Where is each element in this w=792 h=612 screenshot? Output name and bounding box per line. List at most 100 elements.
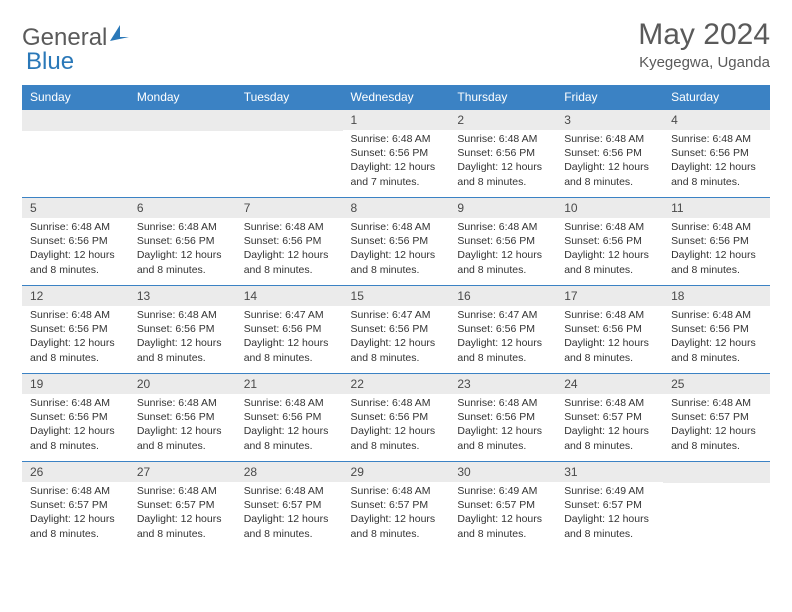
day-header-sunday: Sunday	[22, 85, 129, 110]
day-info: Sunrise: 6:49 AMSunset: 6:57 PMDaylight:…	[449, 482, 556, 545]
logo-sail-icon	[109, 23, 131, 48]
day-number: 3	[556, 110, 663, 130]
day-number: 12	[22, 286, 129, 306]
day-cell-4: 4Sunrise: 6:48 AMSunset: 6:56 PMDaylight…	[663, 110, 770, 198]
day-number: 14	[236, 286, 343, 306]
day-cell-8: 8Sunrise: 6:48 AMSunset: 6:56 PMDaylight…	[343, 198, 450, 286]
day-info: Sunrise: 6:48 AMSunset: 6:56 PMDaylight:…	[22, 394, 129, 457]
day-number: 4	[663, 110, 770, 130]
week-row: 26Sunrise: 6:48 AMSunset: 6:57 PMDayligh…	[22, 462, 770, 550]
day-number: 11	[663, 198, 770, 218]
day-number: 30	[449, 462, 556, 482]
day-cell-25: 25Sunrise: 6:48 AMSunset: 6:57 PMDayligh…	[663, 374, 770, 462]
day-info: Sunrise: 6:48 AMSunset: 6:56 PMDaylight:…	[22, 218, 129, 281]
day-number: 18	[663, 286, 770, 306]
calendar-table: SundayMondayTuesdayWednesdayThursdayFrid…	[22, 85, 770, 550]
day-cell-13: 13Sunrise: 6:48 AMSunset: 6:56 PMDayligh…	[129, 286, 236, 374]
day-info: Sunrise: 6:48 AMSunset: 6:56 PMDaylight:…	[663, 306, 770, 369]
day-cell-6: 6Sunrise: 6:48 AMSunset: 6:56 PMDaylight…	[129, 198, 236, 286]
day-info: Sunrise: 6:48 AMSunset: 6:57 PMDaylight:…	[556, 394, 663, 457]
month-title: May 2024	[638, 18, 770, 52]
day-info: Sunrise: 6:49 AMSunset: 6:57 PMDaylight:…	[556, 482, 663, 545]
day-number: 5	[22, 198, 129, 218]
location-text: Kyegegwa, Uganda	[638, 54, 770, 71]
day-number: 20	[129, 374, 236, 394]
day-info: Sunrise: 6:47 AMSunset: 6:56 PMDaylight:…	[236, 306, 343, 369]
day-cell-12: 12Sunrise: 6:48 AMSunset: 6:56 PMDayligh…	[22, 286, 129, 374]
day-number: 13	[129, 286, 236, 306]
day-number: 7	[236, 198, 343, 218]
day-cell-18: 18Sunrise: 6:48 AMSunset: 6:56 PMDayligh…	[663, 286, 770, 374]
day-number: 31	[556, 462, 663, 482]
day-number-empty	[129, 110, 236, 131]
day-number: 17	[556, 286, 663, 306]
day-cell-empty	[236, 110, 343, 198]
day-number: 6	[129, 198, 236, 218]
day-info: Sunrise: 6:48 AMSunset: 6:56 PMDaylight:…	[236, 218, 343, 281]
day-cell-22: 22Sunrise: 6:48 AMSunset: 6:56 PMDayligh…	[343, 374, 450, 462]
day-cell-23: 23Sunrise: 6:48 AMSunset: 6:56 PMDayligh…	[449, 374, 556, 462]
day-info: Sunrise: 6:48 AMSunset: 6:56 PMDaylight:…	[129, 306, 236, 369]
day-cell-5: 5Sunrise: 6:48 AMSunset: 6:56 PMDaylight…	[22, 198, 129, 286]
day-number: 2	[449, 110, 556, 130]
day-number: 16	[449, 286, 556, 306]
day-info: Sunrise: 6:48 AMSunset: 6:56 PMDaylight:…	[22, 306, 129, 369]
day-cell-17: 17Sunrise: 6:48 AMSunset: 6:56 PMDayligh…	[556, 286, 663, 374]
day-number: 21	[236, 374, 343, 394]
day-number: 24	[556, 374, 663, 394]
week-row: 12Sunrise: 6:48 AMSunset: 6:56 PMDayligh…	[22, 286, 770, 374]
day-cell-11: 11Sunrise: 6:48 AMSunset: 6:56 PMDayligh…	[663, 198, 770, 286]
title-block: May 2024 Kyegegwa, Uganda	[638, 18, 770, 71]
day-number: 15	[343, 286, 450, 306]
day-number: 9	[449, 198, 556, 218]
day-info: Sunrise: 6:48 AMSunset: 6:57 PMDaylight:…	[22, 482, 129, 545]
day-cell-2: 2Sunrise: 6:48 AMSunset: 6:56 PMDaylight…	[449, 110, 556, 198]
day-info: Sunrise: 6:48 AMSunset: 6:56 PMDaylight:…	[663, 218, 770, 281]
day-info: Sunrise: 6:48 AMSunset: 6:57 PMDaylight:…	[129, 482, 236, 545]
day-info: Sunrise: 6:48 AMSunset: 6:56 PMDaylight:…	[236, 394, 343, 457]
logo-text-blue: Blue	[26, 48, 74, 76]
day-cell-31: 31Sunrise: 6:49 AMSunset: 6:57 PMDayligh…	[556, 462, 663, 550]
day-header-monday: Monday	[129, 85, 236, 110]
day-info: Sunrise: 6:47 AMSunset: 6:56 PMDaylight:…	[449, 306, 556, 369]
day-info: Sunrise: 6:48 AMSunset: 6:56 PMDaylight:…	[343, 130, 450, 193]
day-cell-29: 29Sunrise: 6:48 AMSunset: 6:57 PMDayligh…	[343, 462, 450, 550]
day-number: 29	[343, 462, 450, 482]
day-header-friday: Friday	[556, 85, 663, 110]
day-header-wednesday: Wednesday	[343, 85, 450, 110]
day-info: Sunrise: 6:48 AMSunset: 6:57 PMDaylight:…	[236, 482, 343, 545]
day-number: 1	[343, 110, 450, 130]
day-number-empty	[236, 110, 343, 131]
day-cell-empty	[663, 462, 770, 550]
week-row: 19Sunrise: 6:48 AMSunset: 6:56 PMDayligh…	[22, 374, 770, 462]
day-cell-10: 10Sunrise: 6:48 AMSunset: 6:56 PMDayligh…	[556, 198, 663, 286]
day-header-tuesday: Tuesday	[236, 85, 343, 110]
day-cell-14: 14Sunrise: 6:47 AMSunset: 6:56 PMDayligh…	[236, 286, 343, 374]
day-header-saturday: Saturday	[663, 85, 770, 110]
day-info: Sunrise: 6:48 AMSunset: 6:56 PMDaylight:…	[449, 394, 556, 457]
day-cell-empty	[22, 110, 129, 198]
day-info: Sunrise: 6:48 AMSunset: 6:56 PMDaylight:…	[556, 218, 663, 281]
day-cell-7: 7Sunrise: 6:48 AMSunset: 6:56 PMDaylight…	[236, 198, 343, 286]
day-number: 23	[449, 374, 556, 394]
day-info: Sunrise: 6:47 AMSunset: 6:56 PMDaylight:…	[343, 306, 450, 369]
day-number: 22	[343, 374, 450, 394]
day-cell-9: 9Sunrise: 6:48 AMSunset: 6:56 PMDaylight…	[449, 198, 556, 286]
day-cell-16: 16Sunrise: 6:47 AMSunset: 6:56 PMDayligh…	[449, 286, 556, 374]
day-cell-19: 19Sunrise: 6:48 AMSunset: 6:56 PMDayligh…	[22, 374, 129, 462]
day-number: 27	[129, 462, 236, 482]
day-cell-20: 20Sunrise: 6:48 AMSunset: 6:56 PMDayligh…	[129, 374, 236, 462]
header: General May 2024 Kyegegwa, Uganda	[22, 18, 770, 71]
week-row: 5Sunrise: 6:48 AMSunset: 6:56 PMDaylight…	[22, 198, 770, 286]
day-info: Sunrise: 6:48 AMSunset: 6:56 PMDaylight:…	[663, 130, 770, 193]
day-cell-24: 24Sunrise: 6:48 AMSunset: 6:57 PMDayligh…	[556, 374, 663, 462]
day-info: Sunrise: 6:48 AMSunset: 6:57 PMDaylight:…	[343, 482, 450, 545]
day-number-empty	[22, 110, 129, 131]
day-cell-28: 28Sunrise: 6:48 AMSunset: 6:57 PMDayligh…	[236, 462, 343, 550]
day-number-empty	[663, 462, 770, 483]
day-info: Sunrise: 6:48 AMSunset: 6:56 PMDaylight:…	[129, 218, 236, 281]
day-info: Sunrise: 6:48 AMSunset: 6:57 PMDaylight:…	[663, 394, 770, 457]
day-header-thursday: Thursday	[449, 85, 556, 110]
day-cell-21: 21Sunrise: 6:48 AMSunset: 6:56 PMDayligh…	[236, 374, 343, 462]
day-cell-1: 1Sunrise: 6:48 AMSunset: 6:56 PMDaylight…	[343, 110, 450, 198]
